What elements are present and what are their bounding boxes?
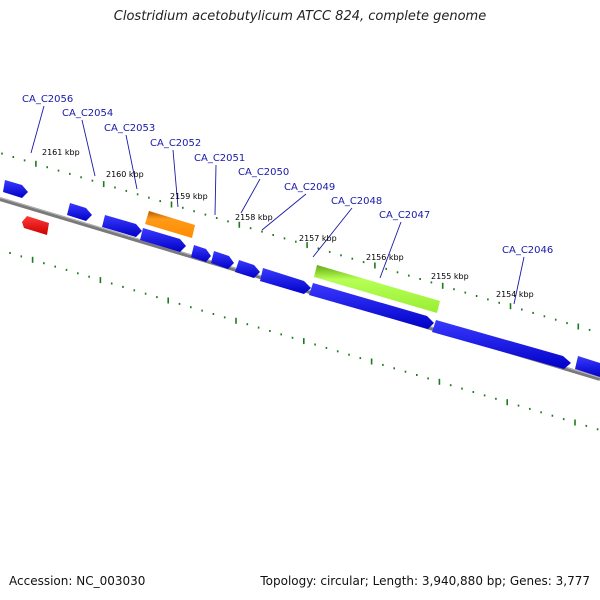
gene-leader-line bbox=[513, 256, 525, 305]
scale-label: 2157 kbp bbox=[299, 234, 337, 243]
feature-cds[interactable] bbox=[211, 251, 234, 269]
gene-label[interactable]: CA_C2052 bbox=[150, 138, 201, 149]
accession-text: Accession: NC_003030 bbox=[9, 574, 146, 588]
gene-leader-line bbox=[30, 105, 45, 154]
feature-cds[interactable] bbox=[102, 215, 142, 237]
gene-leader-line bbox=[312, 207, 353, 258]
gene-label[interactable]: CA_C2048 bbox=[331, 196, 382, 207]
scale-ticks-inner bbox=[9, 252, 599, 431]
gene-leader-line bbox=[379, 221, 402, 279]
gene-label[interactable]: CA_C2051 bbox=[194, 153, 245, 164]
scale-ticks-outer bbox=[1, 152, 591, 331]
gene-label[interactable]: CA_C2049 bbox=[284, 182, 335, 193]
feature-cds[interactable] bbox=[432, 320, 571, 369]
gene-label[interactable]: CA_C2046 bbox=[502, 245, 553, 256]
scale-label: 2161 kbp bbox=[42, 148, 80, 157]
feature-cds[interactable] bbox=[314, 265, 440, 313]
feature-cds[interactable] bbox=[67, 203, 92, 221]
gene-leader-lines bbox=[30, 105, 525, 305]
feature-cds[interactable] bbox=[235, 260, 260, 278]
scale-label-layer: 2161 kbp 2160 kbp 2159 kbp 2158 kbp 2157 kbp… bbox=[42, 148, 534, 299]
gene-leader-line bbox=[214, 164, 217, 216]
gene-label[interactable]: CA_C2056 bbox=[22, 94, 73, 105]
feature-cds[interactable] bbox=[191, 245, 211, 262]
gene-label[interactable]: CA_C2053 bbox=[104, 123, 155, 134]
feature-rrna[interactable] bbox=[22, 216, 49, 235]
gene-leader-line bbox=[261, 193, 307, 231]
scale-label: 2158 kbp bbox=[235, 213, 273, 222]
gene-label[interactable]: CA_C2047 bbox=[379, 210, 430, 221]
feature-track bbox=[3, 180, 600, 377]
gene-leader-line bbox=[81, 119, 96, 177]
feature-cds[interactable] bbox=[145, 211, 195, 238]
genome-summary-text: Topology: circular; Length: 3,940,880 bp… bbox=[260, 574, 590, 588]
map-title: Clostridium acetobutylicum ATCC 824, com… bbox=[113, 9, 487, 24]
gene-label[interactable]: CA_C2054 bbox=[62, 108, 113, 119]
feature-cds[interactable] bbox=[3, 180, 28, 198]
gene-label[interactable]: CA_C2050 bbox=[238, 167, 289, 178]
scale-label: 2159 kbp bbox=[170, 192, 208, 201]
gene-leader-line bbox=[125, 134, 138, 190]
scale-label: 2156 kbp bbox=[366, 253, 404, 262]
gene-leader-line bbox=[172, 149, 179, 208]
scale-label: 2154 kbp bbox=[496, 290, 534, 299]
gene-label-layer: CA_C2056 CA_C2054 CA_C2053 CA_C2052 CA_C2051… bbox=[22, 94, 553, 256]
feature-cds[interactable] bbox=[260, 268, 311, 294]
feature-cds[interactable] bbox=[575, 356, 600, 377]
feature-cds[interactable] bbox=[309, 283, 434, 329]
feature-cds[interactable] bbox=[140, 228, 186, 252]
scale-label: 2160 kbp bbox=[106, 170, 144, 179]
scale-label: 2155 kbp bbox=[431, 272, 469, 281]
gene-leader-line bbox=[240, 178, 261, 214]
